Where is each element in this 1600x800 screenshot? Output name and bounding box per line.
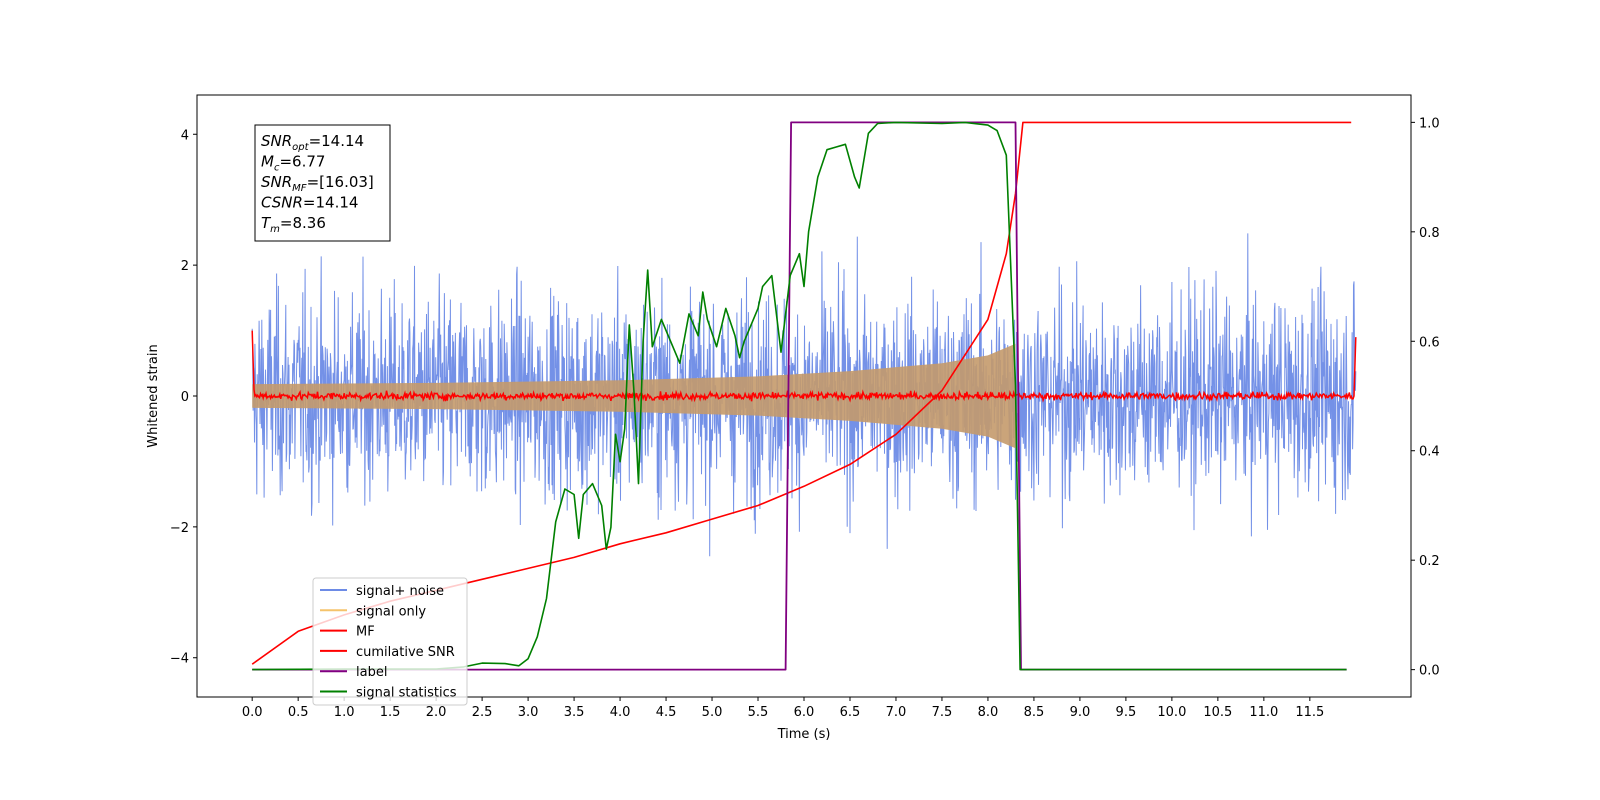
info-symbol: SNR	[261, 132, 292, 150]
y-tick-label-right: 0.8	[1419, 226, 1440, 241]
x-axis-label: Time (s)	[777, 727, 831, 742]
y-tick-label-left: −2	[170, 521, 189, 536]
series-signal-noise	[251, 233, 1357, 557]
info-symbol: CSNR	[261, 194, 303, 212]
x-tick-label: 2.5	[472, 705, 493, 720]
info-subscript: m	[270, 224, 280, 235]
info-line: Mc=6.77	[261, 153, 325, 174]
x-tick-label: 9.5	[1116, 705, 1137, 720]
info-subscript: opt	[292, 142, 309, 153]
x-tick-label: 1.0	[334, 705, 355, 720]
legend-entry: cumilative SNR	[356, 645, 455, 660]
legend: signal+ noise signal only MF cumilative SNR…	[312, 577, 468, 706]
info-symbol: SNR	[261, 173, 292, 191]
x-tick-label: 10.0	[1157, 705, 1186, 720]
x-tick-label: 7.0	[886, 705, 907, 720]
info-box-frame	[254, 124, 391, 242]
y-axis-left: −4 −2 0 2 4	[170, 128, 197, 667]
info-symbol: T	[261, 214, 272, 232]
x-tick-label: 11.0	[1249, 705, 1278, 720]
x-tick-label: 5.5	[748, 705, 769, 720]
info-value: =6.77	[279, 153, 325, 171]
y-tick-label-right: 0.2	[1419, 554, 1440, 569]
y-tick-label-left: 2	[181, 259, 189, 274]
x-tick-label: 1.5	[380, 705, 401, 720]
y-axis-label: Whitened strain	[146, 344, 161, 447]
x-tick-label: 8.0	[978, 705, 999, 720]
series-mf	[251, 330, 1357, 403]
legend-entry: signal+ noise	[356, 584, 444, 599]
info-value: =14.14	[309, 132, 365, 150]
x-tick-label: 8.5	[1024, 705, 1045, 720]
x-tick-label: 4.5	[656, 705, 677, 720]
series-signal-statistics	[252, 121, 1347, 671]
x-tick-label: 4.0	[610, 705, 631, 720]
x-tick-label: 0.5	[288, 705, 309, 720]
x-tick-label: 2.0	[426, 705, 447, 720]
y-tick-label-right: 0.6	[1419, 335, 1440, 350]
legend-entry: signal only	[356, 604, 426, 619]
info-value: =14.14	[303, 194, 359, 212]
info-subscript: MF	[292, 183, 307, 194]
x-tick-label: 7.5	[932, 705, 953, 720]
info-value: =8.36	[280, 214, 326, 232]
x-tick-label: 0.0	[242, 705, 263, 720]
y-tick-label-left: 0	[181, 390, 189, 405]
y-tick-label-right: 0.4	[1419, 445, 1440, 460]
legend-entry: label	[356, 665, 387, 680]
legend-frame	[312, 577, 468, 706]
x-tick-label: 5.0	[702, 705, 723, 720]
y-tick-label-left: 4	[181, 128, 189, 143]
legend-entry: MF	[356, 625, 375, 640]
info-symbol: M	[261, 153, 274, 171]
info-line: Tm=8.36	[261, 214, 326, 235]
y-tick-label-right: 0.0	[1419, 664, 1440, 679]
x-tick-label: 10.5	[1203, 705, 1232, 720]
y-tick-label-left: −4	[170, 652, 189, 667]
info-box: SNRopt=14.14Mc=6.77SNRMF=[16.03]CSNR=14.…	[254, 124, 391, 242]
info-line: CSNR=14.14	[261, 194, 358, 212]
legend-entry: signal statistics	[356, 686, 457, 701]
x-tick-label: 11.5	[1295, 705, 1324, 720]
x-tick-label: 6.5	[840, 705, 861, 720]
x-tick-label: 6.0	[794, 705, 815, 720]
info-value: =[16.03]	[307, 173, 374, 191]
y-axis-right: 0.0 0.2 0.4 0.6 0.8 1.0	[1411, 116, 1440, 679]
info-subscript: c	[274, 163, 280, 174]
info-line: SNRMF=[16.03]	[261, 173, 374, 194]
x-tick-label: 3.0	[518, 705, 539, 720]
x-tick-label: 3.5	[564, 705, 585, 720]
x-tick-label: 9.0	[1070, 705, 1091, 720]
x-axis: 0.0 0.5 1.0 1.5 2.0 2.5 3.0 3.5 4.0 4.5 5.0 5.5 6.0 6…	[242, 697, 1324, 720]
y-tick-label-right: 1.0	[1419, 116, 1440, 131]
info-line: SNRopt=14.14	[261, 132, 364, 153]
